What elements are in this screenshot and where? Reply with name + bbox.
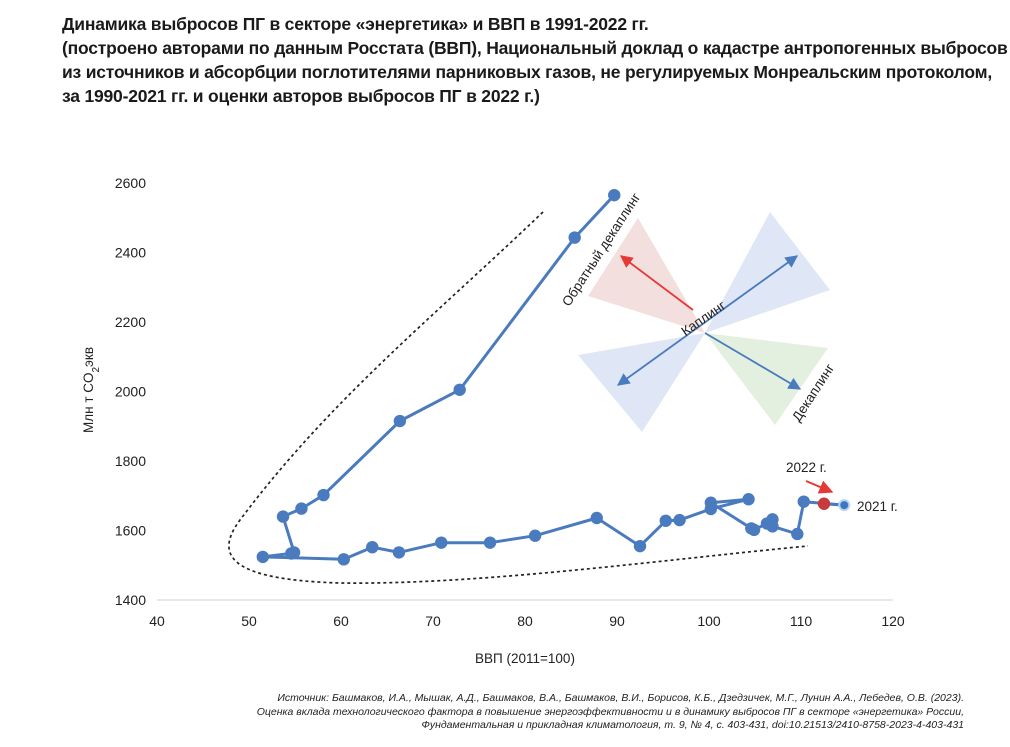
data-point-2022 — [817, 497, 831, 510]
reverse-decoupling-arrow — [619, 255, 694, 311]
coupling-wedge-bottom-left — [578, 333, 705, 432]
label-2022: 2022 г. — [786, 460, 827, 475]
decoupling-arrow — [704, 332, 802, 390]
data-point — [766, 520, 779, 533]
title-line-1: Динамика выбросов ПГ в секторе «энергети… — [62, 14, 649, 34]
data-point — [392, 546, 406, 559]
y-axis-label-subscript: 2 — [91, 367, 102, 373]
y-tick-label: 2400 — [115, 245, 146, 261]
data-point — [435, 536, 448, 549]
data-point — [797, 495, 810, 508]
data-point — [608, 188, 621, 202]
data-point — [276, 510, 290, 523]
x-tick-label: 80 — [517, 613, 533, 629]
y-tick-label: 2000 — [115, 384, 146, 400]
data-point — [453, 383, 466, 396]
y-axis-label: Млн т CO2экв — [81, 347, 102, 433]
source-line-1: Источник: Башмаков, И.А., Мышак, А.Д., Б… — [277, 692, 964, 704]
title-line-2: (построено авторами по данным Росстата (… — [62, 38, 1008, 58]
y-axis-label-main: Млн т CO — [81, 373, 96, 434]
source-line-3: Фундаментальная и прикладная климатологи… — [421, 719, 965, 731]
y-tick-labels: 1400 1600 1800 2000 2200 2400 2600 — [115, 175, 146, 608]
title-line-4: за 1990-2021 гг. и оценки авторов выброс… — [62, 86, 540, 106]
data-point — [483, 536, 497, 549]
x-tick-labels: 40 50 60 70 80 90 100 110 120 — [149, 613, 905, 629]
x-tick-label: 40 — [149, 613, 165, 629]
y-tick-label: 1600 — [115, 523, 146, 539]
label-2021: 2021 г. — [857, 499, 898, 514]
data-point — [747, 523, 761, 537]
y-tick-label: 1400 — [115, 592, 146, 608]
data-point — [285, 547, 298, 560]
chart-title: Динамика выбросов ПГ в секторе «энергети… — [62, 12, 1008, 108]
data-point — [568, 231, 581, 244]
source-note: Источник: Башмаков, И.А., Мышак, А.Д., Б… — [64, 692, 964, 733]
coupling-wedge-top-right — [705, 212, 830, 333]
x-tick-label: 90 — [609, 613, 625, 629]
y-tick-label: 2600 — [115, 175, 146, 191]
title-line-3: из источников и абсорбции поглотителями … — [62, 62, 993, 82]
data-point — [704, 496, 718, 509]
source-line-2: Оценка вклада технологического фактора в… — [256, 705, 964, 718]
coupling-arrow — [616, 255, 799, 386]
data-point — [393, 414, 407, 428]
data-point-2021 — [838, 499, 851, 512]
data-point — [590, 511, 603, 525]
data-point — [659, 514, 672, 527]
data-point — [633, 539, 647, 553]
data-point — [366, 540, 379, 554]
data-point — [742, 493, 755, 506]
data-point — [337, 553, 350, 566]
data-points — [256, 188, 851, 566]
envelope-dashed-curve — [228, 211, 809, 584]
x-tick-label: 110 — [790, 613, 813, 629]
y-tick-label: 2200 — [115, 314, 146, 330]
arrow-2022 — [805, 480, 834, 494]
data-point — [256, 550, 269, 564]
data-point — [791, 527, 804, 541]
data-point — [673, 513, 686, 527]
y-tick-label: 1800 — [115, 453, 146, 469]
x-tick-label: 70 — [425, 613, 441, 629]
data-point — [295, 502, 308, 515]
x-axis-label: ВВП (2011=100) — [475, 651, 575, 666]
data-point — [317, 488, 330, 502]
x-tick-label: 100 — [697, 613, 721, 629]
x-tick-label: 120 — [881, 613, 905, 629]
x-tick-label: 60 — [333, 613, 349, 629]
y-axis-label-tail: экв — [81, 347, 96, 367]
quadrant-diagram: Каплинг Обратный декаплинг Декаплинг — [559, 190, 837, 432]
x-tick-label: 50 — [241, 613, 257, 629]
data-point — [528, 529, 542, 542]
